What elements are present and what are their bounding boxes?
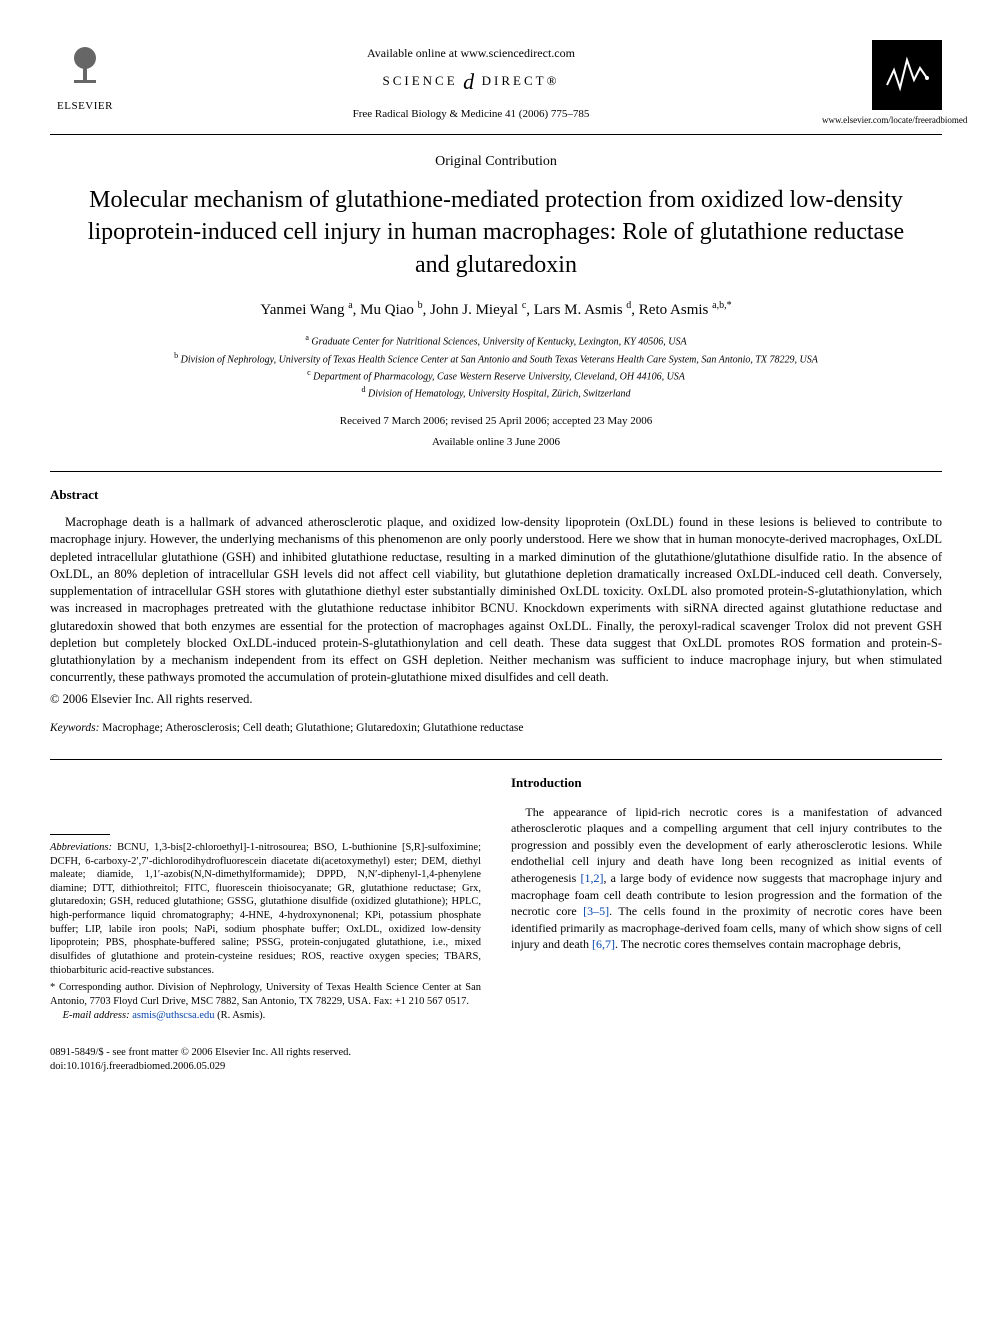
left-column: Abbreviations: BCNU, 1,3-bis[2-chloroeth…	[50, 774, 481, 1022]
authors-list: Yanmei Wang a, Mu Qiao b, John J. Mieyal…	[50, 299, 942, 320]
footnote-rule	[50, 834, 110, 835]
received-dates: Received 7 March 2006; revised 25 April …	[50, 414, 942, 429]
citation-link[interactable]: [1,2]	[580, 871, 603, 885]
right-column: Introduction The appearance of lipid-ric…	[511, 774, 942, 1022]
abbreviations-label: Abbreviations:	[50, 842, 112, 853]
affiliation-line: b Division of Nephrology, University of …	[50, 350, 942, 367]
journal-reference: Free Radical Biology & Medicine 41 (2006…	[120, 107, 822, 122]
abstract-heading: Abstract	[50, 486, 942, 504]
article-type: Original Contribution	[50, 153, 942, 172]
issn-line: 0891-5849/$ - see front matter © 2006 El…	[50, 1046, 942, 1060]
page-footer: 0891-5849/$ - see front matter © 2006 El…	[50, 1046, 942, 1074]
publisher-logo: ELSEVIER	[50, 40, 120, 114]
doi-line: doi:10.1016/j.freeradbiomed.2006.05.029	[50, 1060, 942, 1074]
keywords-label: Keywords:	[50, 722, 99, 734]
citation-link[interactable]: [3–5]	[583, 904, 609, 918]
page-header: ELSEVIER Available online at www.science…	[50, 40, 942, 126]
introduction-paragraph: The appearance of lipid-rich necrotic co…	[511, 804, 942, 953]
abbreviations-text: BCNU, 1,3-bis[2-chloroethyl]-1-nitrosour…	[50, 842, 481, 976]
header-center: Available online at www.sciencedirect.co…	[120, 40, 822, 122]
citation-link[interactable]: [6,7]	[592, 937, 615, 951]
article-title: Molecular mechanism of glutathione-media…	[80, 184, 912, 281]
abstract-text: Macrophage death is a hallmark of advanc…	[50, 514, 942, 687]
journal-url: www.elsevier.com/locate/freeradbiomed	[822, 114, 942, 126]
elsevier-tree-icon	[50, 40, 120, 97]
affiliations-list: a Graduate Center for Nutritional Scienc…	[50, 332, 942, 401]
affiliation-line: a Graduate Center for Nutritional Scienc…	[50, 332, 942, 349]
email-footnote: E-mail address: asmis@uthscsa.edu (R. As…	[50, 1009, 481, 1023]
abbreviations-footnote: Abbreviations: BCNU, 1,3-bis[2-chloroeth…	[50, 841, 481, 977]
corresponding-text: * Corresponding author. Division of Neph…	[50, 982, 481, 1007]
abstract-copyright: © 2006 Elsevier Inc. All rights reserved…	[50, 691, 942, 708]
keywords-text: Macrophage; Atherosclerosis; Cell death;…	[102, 722, 523, 734]
online-date: Available online 3 June 2006	[50, 435, 942, 450]
two-column-body: Abbreviations: BCNU, 1,3-bis[2-chloroeth…	[50, 774, 942, 1022]
journal-logo-icon	[872, 40, 942, 110]
abstract-top-rule	[50, 471, 942, 472]
email-author-name: (R. Asmis).	[217, 1010, 265, 1021]
affiliation-line: d Division of Hematology, University Hos…	[50, 384, 942, 401]
keywords-bottom-rule	[50, 759, 942, 760]
keywords-line: Keywords: Macrophage; Atherosclerosis; C…	[50, 721, 942, 737]
journal-logo: www.elsevier.com/locate/freeradbiomed	[822, 40, 942, 126]
affiliation-line: c Department of Pharmacology, Case Weste…	[50, 367, 942, 384]
email-label: E-mail address:	[63, 1010, 130, 1021]
available-online-text: Available online at www.sciencedirect.co…	[120, 45, 822, 61]
science-direct-logo: SCIENCE d DIRECT®	[120, 67, 822, 97]
corresponding-author-footnote: * Corresponding author. Division of Neph…	[50, 981, 481, 1008]
header-rule	[50, 134, 942, 135]
email-link[interactable]: asmis@uthscsa.edu	[132, 1010, 214, 1021]
publisher-name: ELSEVIER	[50, 99, 120, 114]
introduction-heading: Introduction	[511, 774, 942, 792]
